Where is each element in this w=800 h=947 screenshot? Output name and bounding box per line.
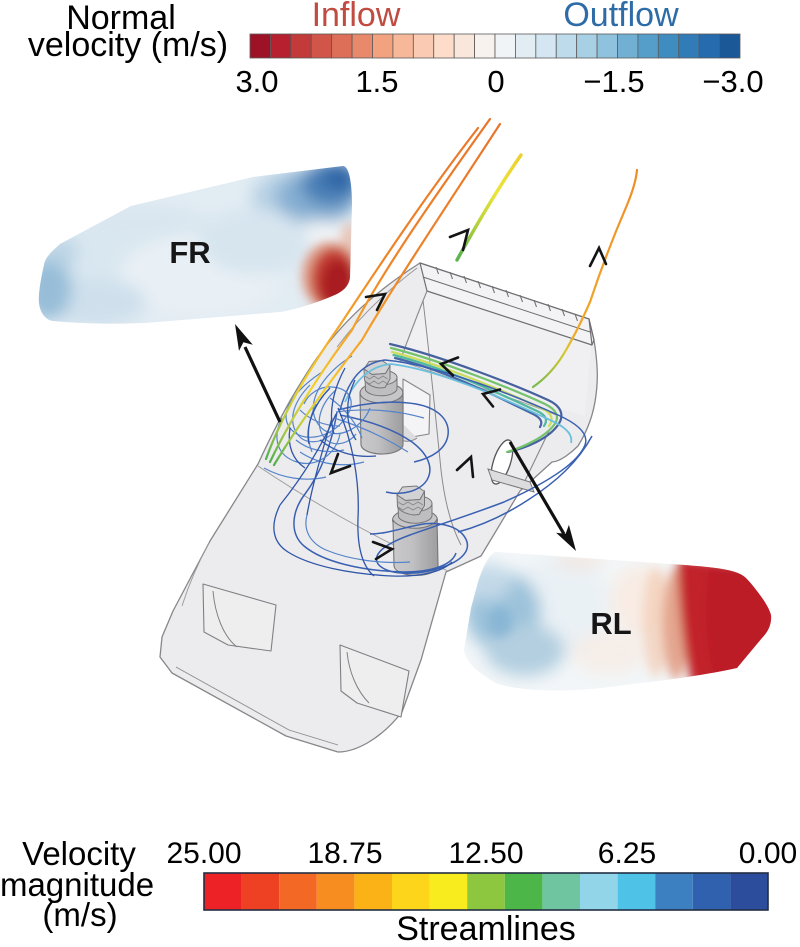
svg-text:18.75: 18.75 bbox=[307, 837, 382, 870]
svg-text:3.0: 3.0 bbox=[235, 64, 278, 99]
svg-text:Inflow: Inflow bbox=[312, 0, 401, 34]
svg-text:Velocity: Velocity bbox=[22, 835, 136, 872]
svg-text:velocity (m/s): velocity (m/s) bbox=[28, 26, 228, 64]
svg-text:FR: FR bbox=[169, 235, 210, 270]
svg-text:Streamlines: Streamlines bbox=[396, 910, 576, 947]
svg-text:1.5: 1.5 bbox=[355, 64, 398, 99]
svg-text:−1.5: −1.5 bbox=[583, 64, 644, 99]
svg-text:0: 0 bbox=[487, 64, 504, 99]
svg-text:(m/s): (m/s) bbox=[42, 896, 117, 933]
svg-text:6.25: 6.25 bbox=[598, 837, 656, 870]
svg-text:Normal: Normal bbox=[66, 0, 176, 37]
svg-text:magnitude: magnitude bbox=[0, 866, 154, 903]
svg-text:−3.0: −3.0 bbox=[702, 64, 763, 99]
svg-text:25.00: 25.00 bbox=[166, 837, 241, 870]
svg-text:12.50: 12.50 bbox=[448, 837, 523, 870]
svg-text:Outflow: Outflow bbox=[563, 0, 679, 34]
svg-text:RL: RL bbox=[590, 606, 631, 641]
svg-text:0.00: 0.00 bbox=[739, 837, 797, 870]
